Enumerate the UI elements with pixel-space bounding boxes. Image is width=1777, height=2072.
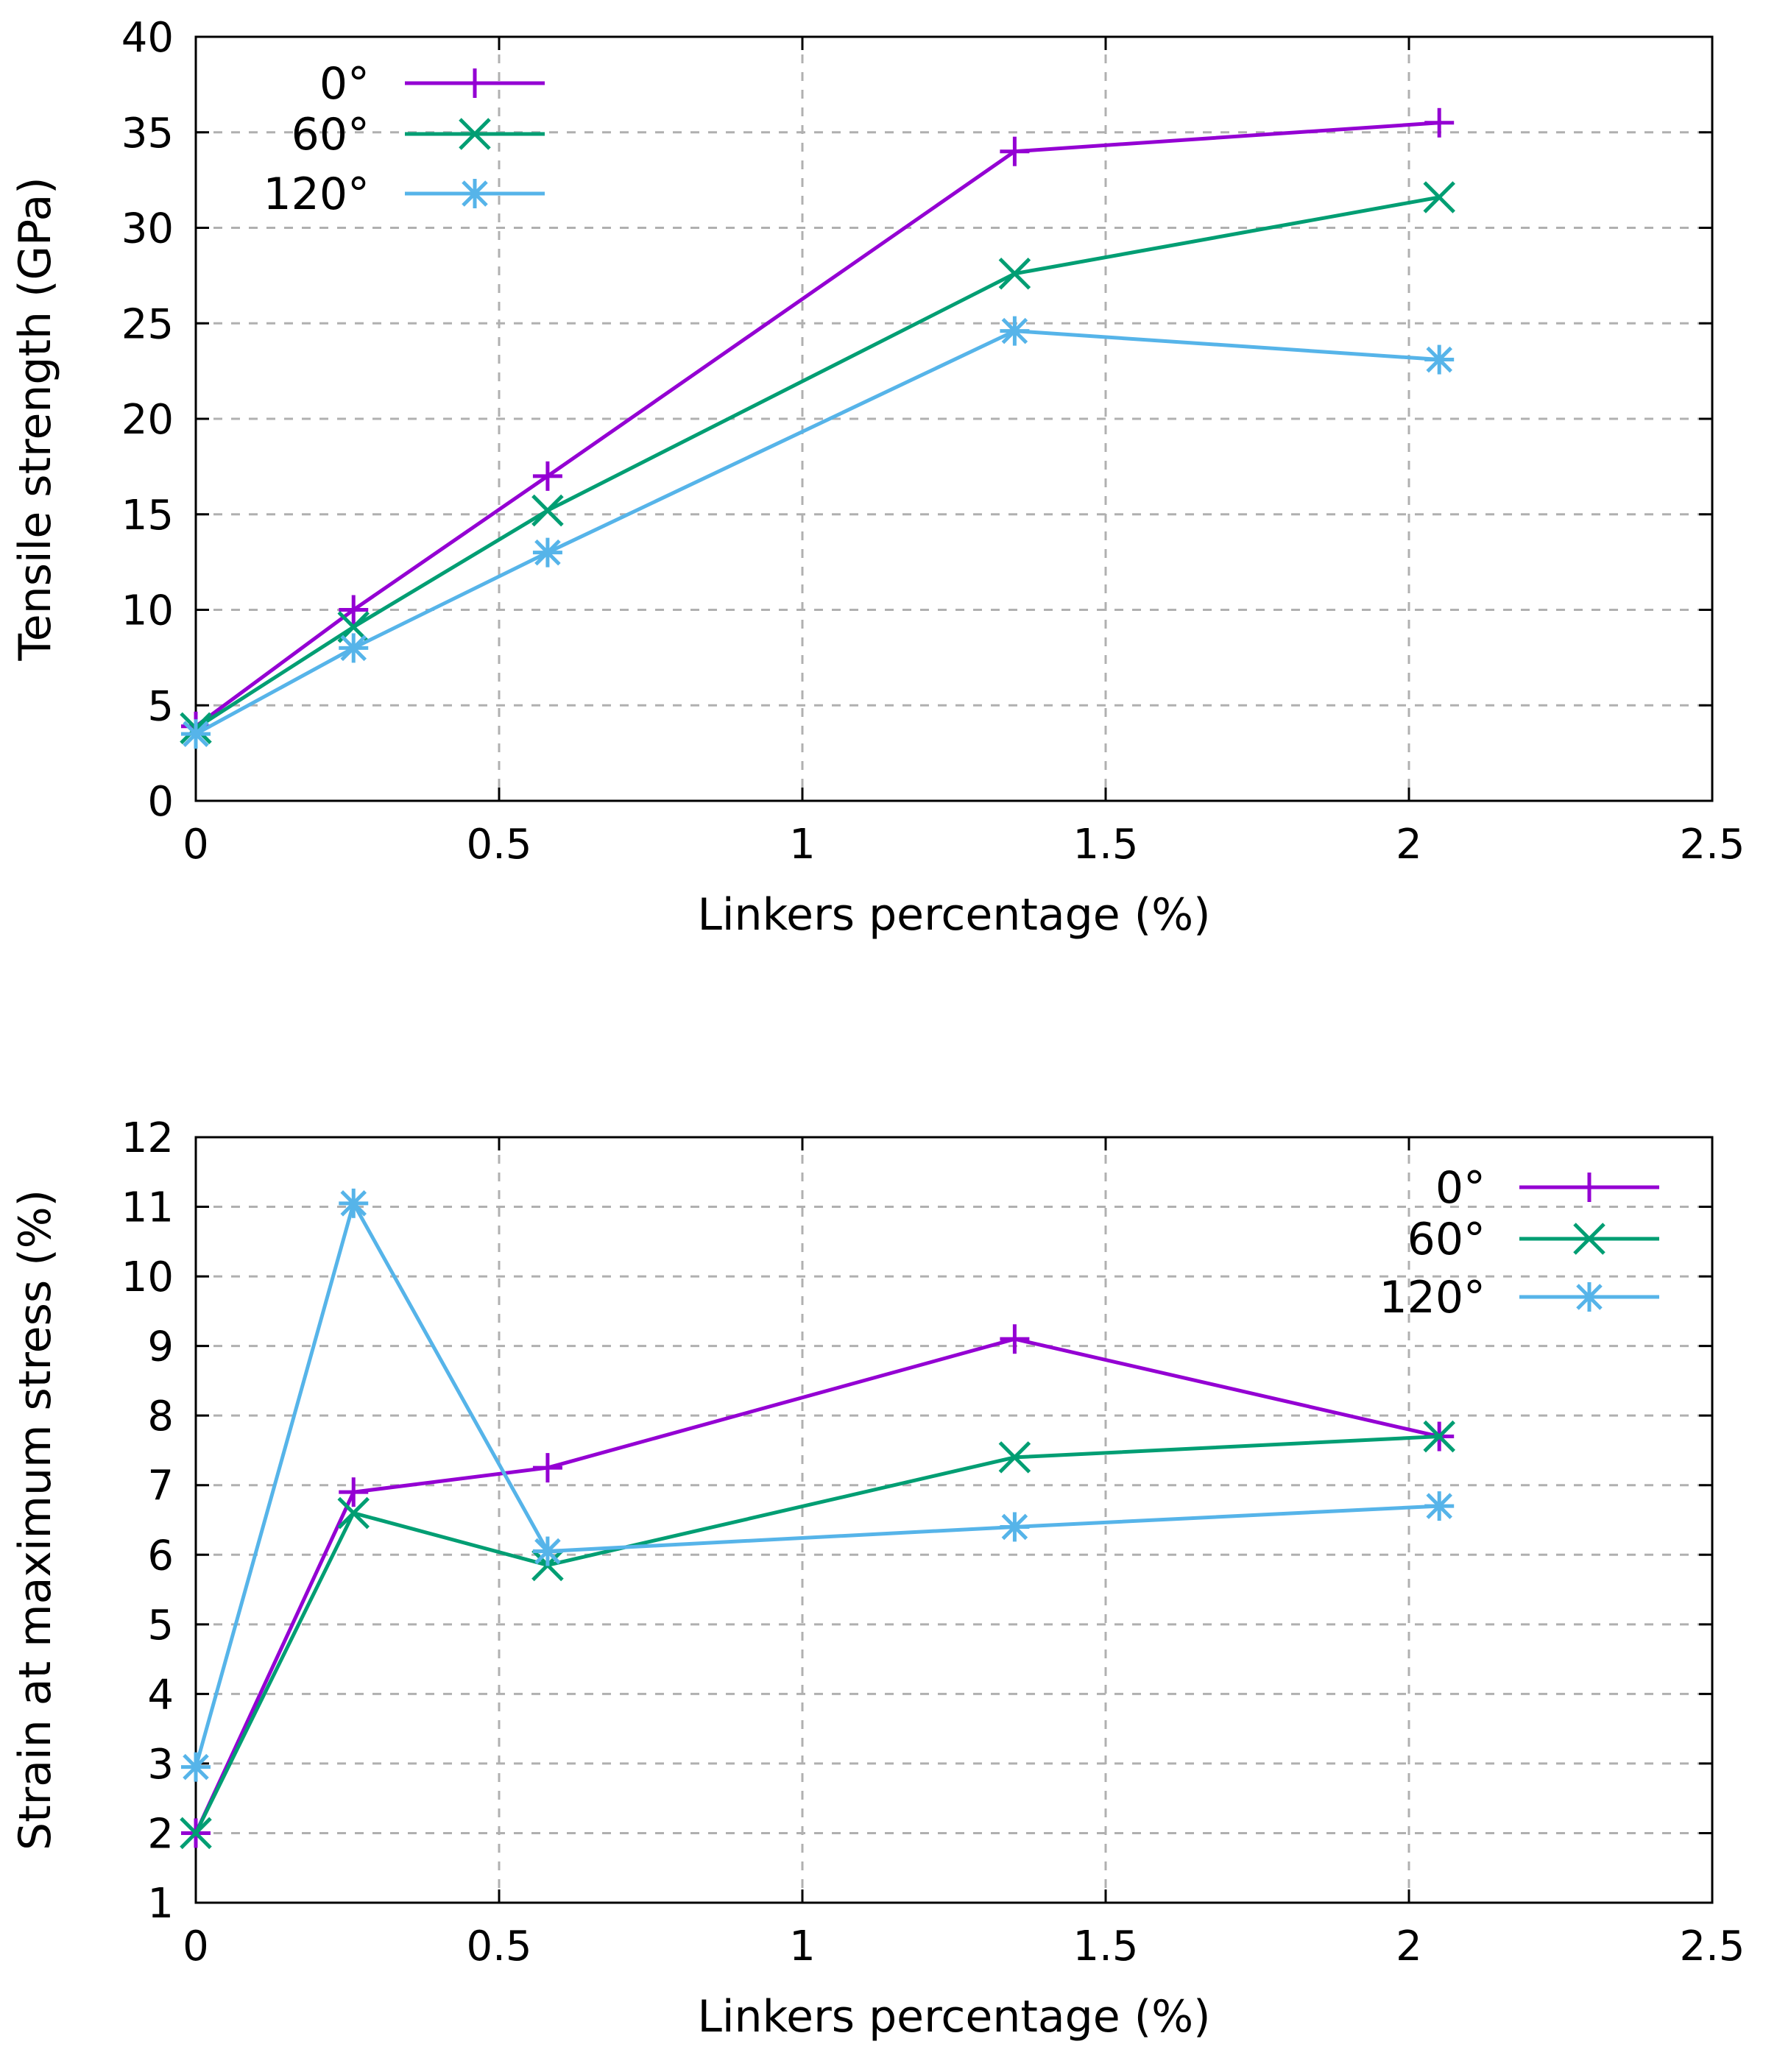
legend-label: 0°	[1435, 1162, 1485, 1214]
y-tick-label: 9	[147, 1323, 174, 1371]
data-point	[1424, 344, 1455, 375]
legend-label: 120°	[263, 169, 370, 220]
y-tick-label: 3	[147, 1741, 174, 1789]
x-tick-label: 1	[789, 1923, 816, 1970]
series-0deg	[181, 1324, 1455, 1848]
legend: 0°60° 120°	[1379, 1162, 1659, 1323]
data-point	[337, 1496, 370, 1530]
x-tick-label: 0	[183, 1923, 209, 1970]
x-tick-label: 2	[1396, 1923, 1422, 1970]
y-tick-label: 11	[121, 1184, 174, 1232]
plot-frame	[194, 1136, 1714, 1904]
legend-label: 60°	[1407, 1214, 1485, 1265]
y-tick-label: 5	[147, 1602, 174, 1650]
y-tick-label: 12	[121, 1114, 174, 1162]
data-point	[532, 1453, 562, 1483]
data-point	[339, 595, 369, 625]
data-point	[180, 1817, 212, 1850]
data-point	[532, 537, 562, 567]
data-point	[998, 258, 1031, 290]
x-axis-title: Linkers percentage (%)	[697, 1991, 1210, 2043]
legend: 0°60° 120°	[263, 58, 545, 220]
x-tick-label: 1.5	[1073, 821, 1138, 869]
legend-marker	[1575, 1173, 1604, 1202]
y-tick-label: 4	[147, 1671, 174, 1719]
data-point	[339, 633, 369, 663]
grid	[196, 37, 1712, 801]
series-line	[194, 1337, 1440, 1834]
y-tick-label: 35	[121, 110, 174, 158]
y-axis-title: Strain at maximum stress (%)	[10, 1189, 61, 1850]
y-tick-label: 25	[121, 300, 174, 348]
data-point	[531, 494, 564, 527]
y-tick-label: 15	[121, 492, 174, 540]
data-point	[181, 1752, 211, 1782]
data-point	[532, 1536, 562, 1566]
grid	[196, 1137, 1712, 1903]
data-point	[532, 461, 562, 491]
legend-label: 0°	[319, 58, 370, 110]
legend-label: 120°	[1379, 1272, 1485, 1323]
y-tick-label: 0	[147, 778, 174, 826]
plot-frame	[194, 35, 1714, 802]
legend-marker	[460, 68, 490, 98]
x-tick-label: 1	[789, 821, 816, 869]
data-point	[1424, 1491, 1455, 1521]
x-tick-label: 0.5	[466, 1923, 531, 1970]
y-tick-label: 8	[147, 1393, 174, 1440]
y-tick-label: 6	[147, 1532, 174, 1580]
legend-marker	[1575, 1282, 1604, 1312]
y-tick-label: 20	[121, 396, 174, 444]
series-line	[194, 1435, 1440, 1834]
data-point	[1000, 1512, 1030, 1542]
legend-marker	[460, 179, 490, 208]
y-tick-label: 5	[147, 682, 174, 730]
chart-panel-1: 0 5 10 15 20 25 30 35 40 0 0.5 1 1.5 2 2.5 Linkers perc…	[10, 14, 1745, 941]
x-tick-label: 1.5	[1073, 1923, 1138, 1970]
y-tick-label: 10	[121, 587, 174, 635]
series-120deg	[181, 1188, 1455, 1782]
y-tick-label: 1	[147, 1880, 174, 1928]
x-tick-label: 2.5	[1679, 1923, 1745, 1970]
data-point	[181, 719, 211, 749]
x-axis-title: Linkers percentage (%)	[697, 889, 1210, 941]
y-tick-label: 40	[121, 14, 174, 62]
data-point	[339, 1188, 369, 1218]
data-point	[1000, 136, 1030, 166]
series-line	[194, 195, 1440, 730]
x-tick-label: 0	[183, 821, 209, 869]
data-point	[1423, 181, 1455, 213]
x-tick-label: 0.5	[466, 821, 531, 869]
data-point	[1000, 1324, 1030, 1354]
series-60deg	[180, 181, 1455, 745]
data-point	[339, 1477, 369, 1507]
y-tick-label: 30	[121, 205, 174, 253]
y-tick-label: 2	[147, 1810, 174, 1858]
y-tick-label: 7	[147, 1463, 174, 1510]
x-tick-label: 2	[1396, 821, 1422, 869]
data-point	[998, 1441, 1031, 1474]
legend-label: 60°	[292, 109, 370, 160]
x-tick-label: 2.5	[1679, 821, 1745, 869]
series-120deg	[181, 316, 1455, 749]
y-axis-title: Tensile strength (GPa)	[10, 177, 61, 661]
legend-marker	[459, 118, 491, 150]
data-point	[1423, 1420, 1455, 1453]
data-point	[1424, 107, 1455, 138]
series-line	[194, 329, 1440, 736]
y-tick-label: 10	[121, 1254, 174, 1301]
legend-marker	[1573, 1223, 1605, 1255]
data-point	[1000, 316, 1030, 346]
